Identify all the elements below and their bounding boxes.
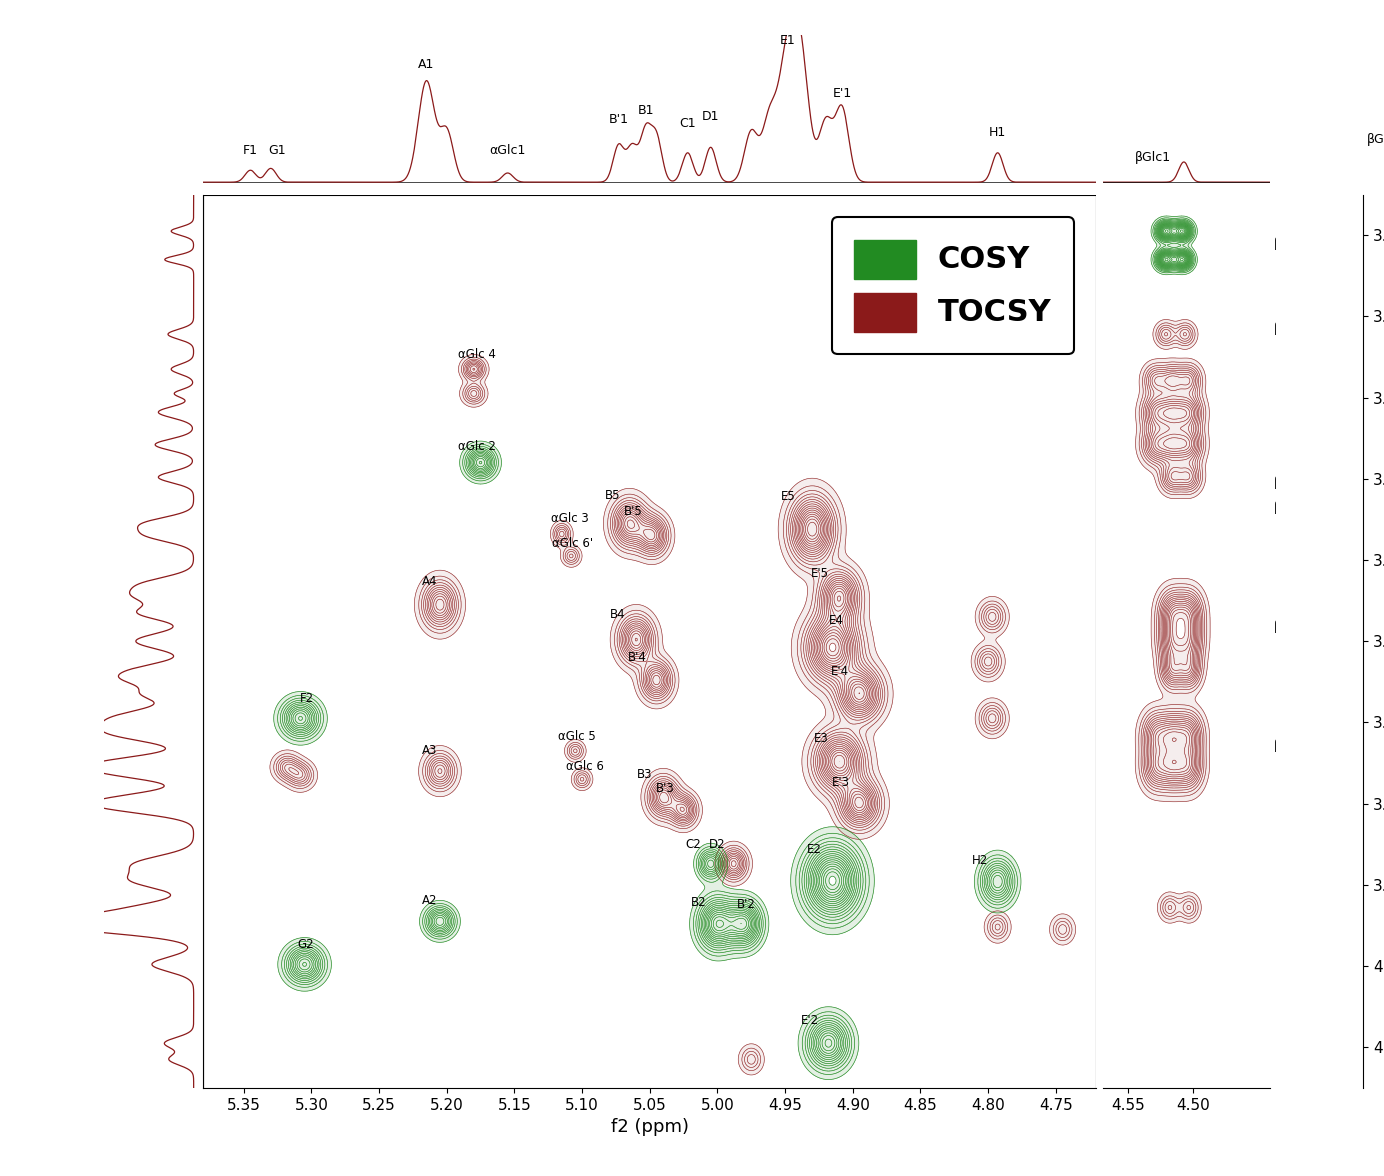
Text: βGlc 6: βGlc 6: [1275, 739, 1312, 751]
Text: B3: B3: [637, 768, 652, 781]
Text: βGlc1: βGlc1: [1367, 133, 1384, 146]
Text: αGlc 5: αGlc 5: [558, 729, 595, 743]
Text: C1: C1: [680, 116, 696, 129]
Text: αGlc 6: αGlc 6: [566, 760, 603, 773]
Text: E'4: E'4: [830, 664, 848, 677]
Text: A2: A2: [422, 894, 437, 907]
Text: B5: B5: [605, 488, 620, 501]
Text: E2: E2: [807, 843, 822, 856]
Text: F2: F2: [300, 691, 314, 704]
Text: βGlc 6': βGlc 6': [1275, 620, 1315, 633]
Text: αGlc 2: αGlc 2: [458, 440, 495, 453]
Legend: COSY, TOCSY: COSY, TOCSY: [832, 218, 1074, 354]
Text: E'1: E'1: [832, 87, 851, 100]
Text: B1: B1: [638, 103, 655, 116]
Text: G1: G1: [268, 145, 286, 158]
Text: H1: H1: [990, 126, 1006, 139]
Text: B4: B4: [610, 608, 626, 621]
Text: C2: C2: [685, 837, 702, 850]
Text: E1: E1: [781, 34, 796, 47]
Text: B'1: B'1: [609, 113, 628, 126]
Text: G2: G2: [298, 938, 314, 951]
Text: B2: B2: [691, 896, 707, 909]
Text: B'4: B'4: [628, 652, 648, 664]
Text: H2: H2: [972, 854, 988, 867]
Text: A4: A4: [422, 575, 437, 588]
Text: E'3: E'3: [832, 776, 850, 789]
Text: B'2: B'2: [736, 897, 756, 910]
Text: αGlc 4: αGlc 4: [458, 348, 495, 361]
Text: βGlc 5: βGlc 5: [1275, 476, 1312, 489]
Text: αGlc1: αGlc1: [490, 145, 526, 158]
Text: D2: D2: [709, 837, 725, 850]
Text: αGlc 6': αGlc 6': [552, 537, 594, 550]
Text: βGlc 3: βGlc 3: [1275, 501, 1312, 514]
Text: βGlc1: βGlc1: [1135, 151, 1171, 163]
X-axis label: f2 (ppm): f2 (ppm): [610, 1118, 689, 1136]
Text: D1: D1: [702, 111, 720, 123]
Text: E4: E4: [829, 614, 843, 627]
Text: E5: E5: [781, 490, 796, 503]
Text: E3: E3: [814, 733, 829, 746]
Text: αGlc 3: αGlc 3: [551, 512, 588, 524]
Text: βGlc 4: βGlc 4: [1275, 322, 1312, 335]
Text: A1: A1: [418, 58, 435, 71]
Text: E'2: E'2: [801, 1014, 819, 1027]
Text: βGlc 2: βGlc 2: [1275, 236, 1312, 249]
Text: F1: F1: [244, 145, 257, 158]
Text: A3: A3: [422, 743, 437, 756]
Text: E'5: E'5: [811, 567, 829, 580]
Text: B'3: B'3: [656, 782, 674, 795]
Text: B'5: B'5: [624, 505, 644, 517]
